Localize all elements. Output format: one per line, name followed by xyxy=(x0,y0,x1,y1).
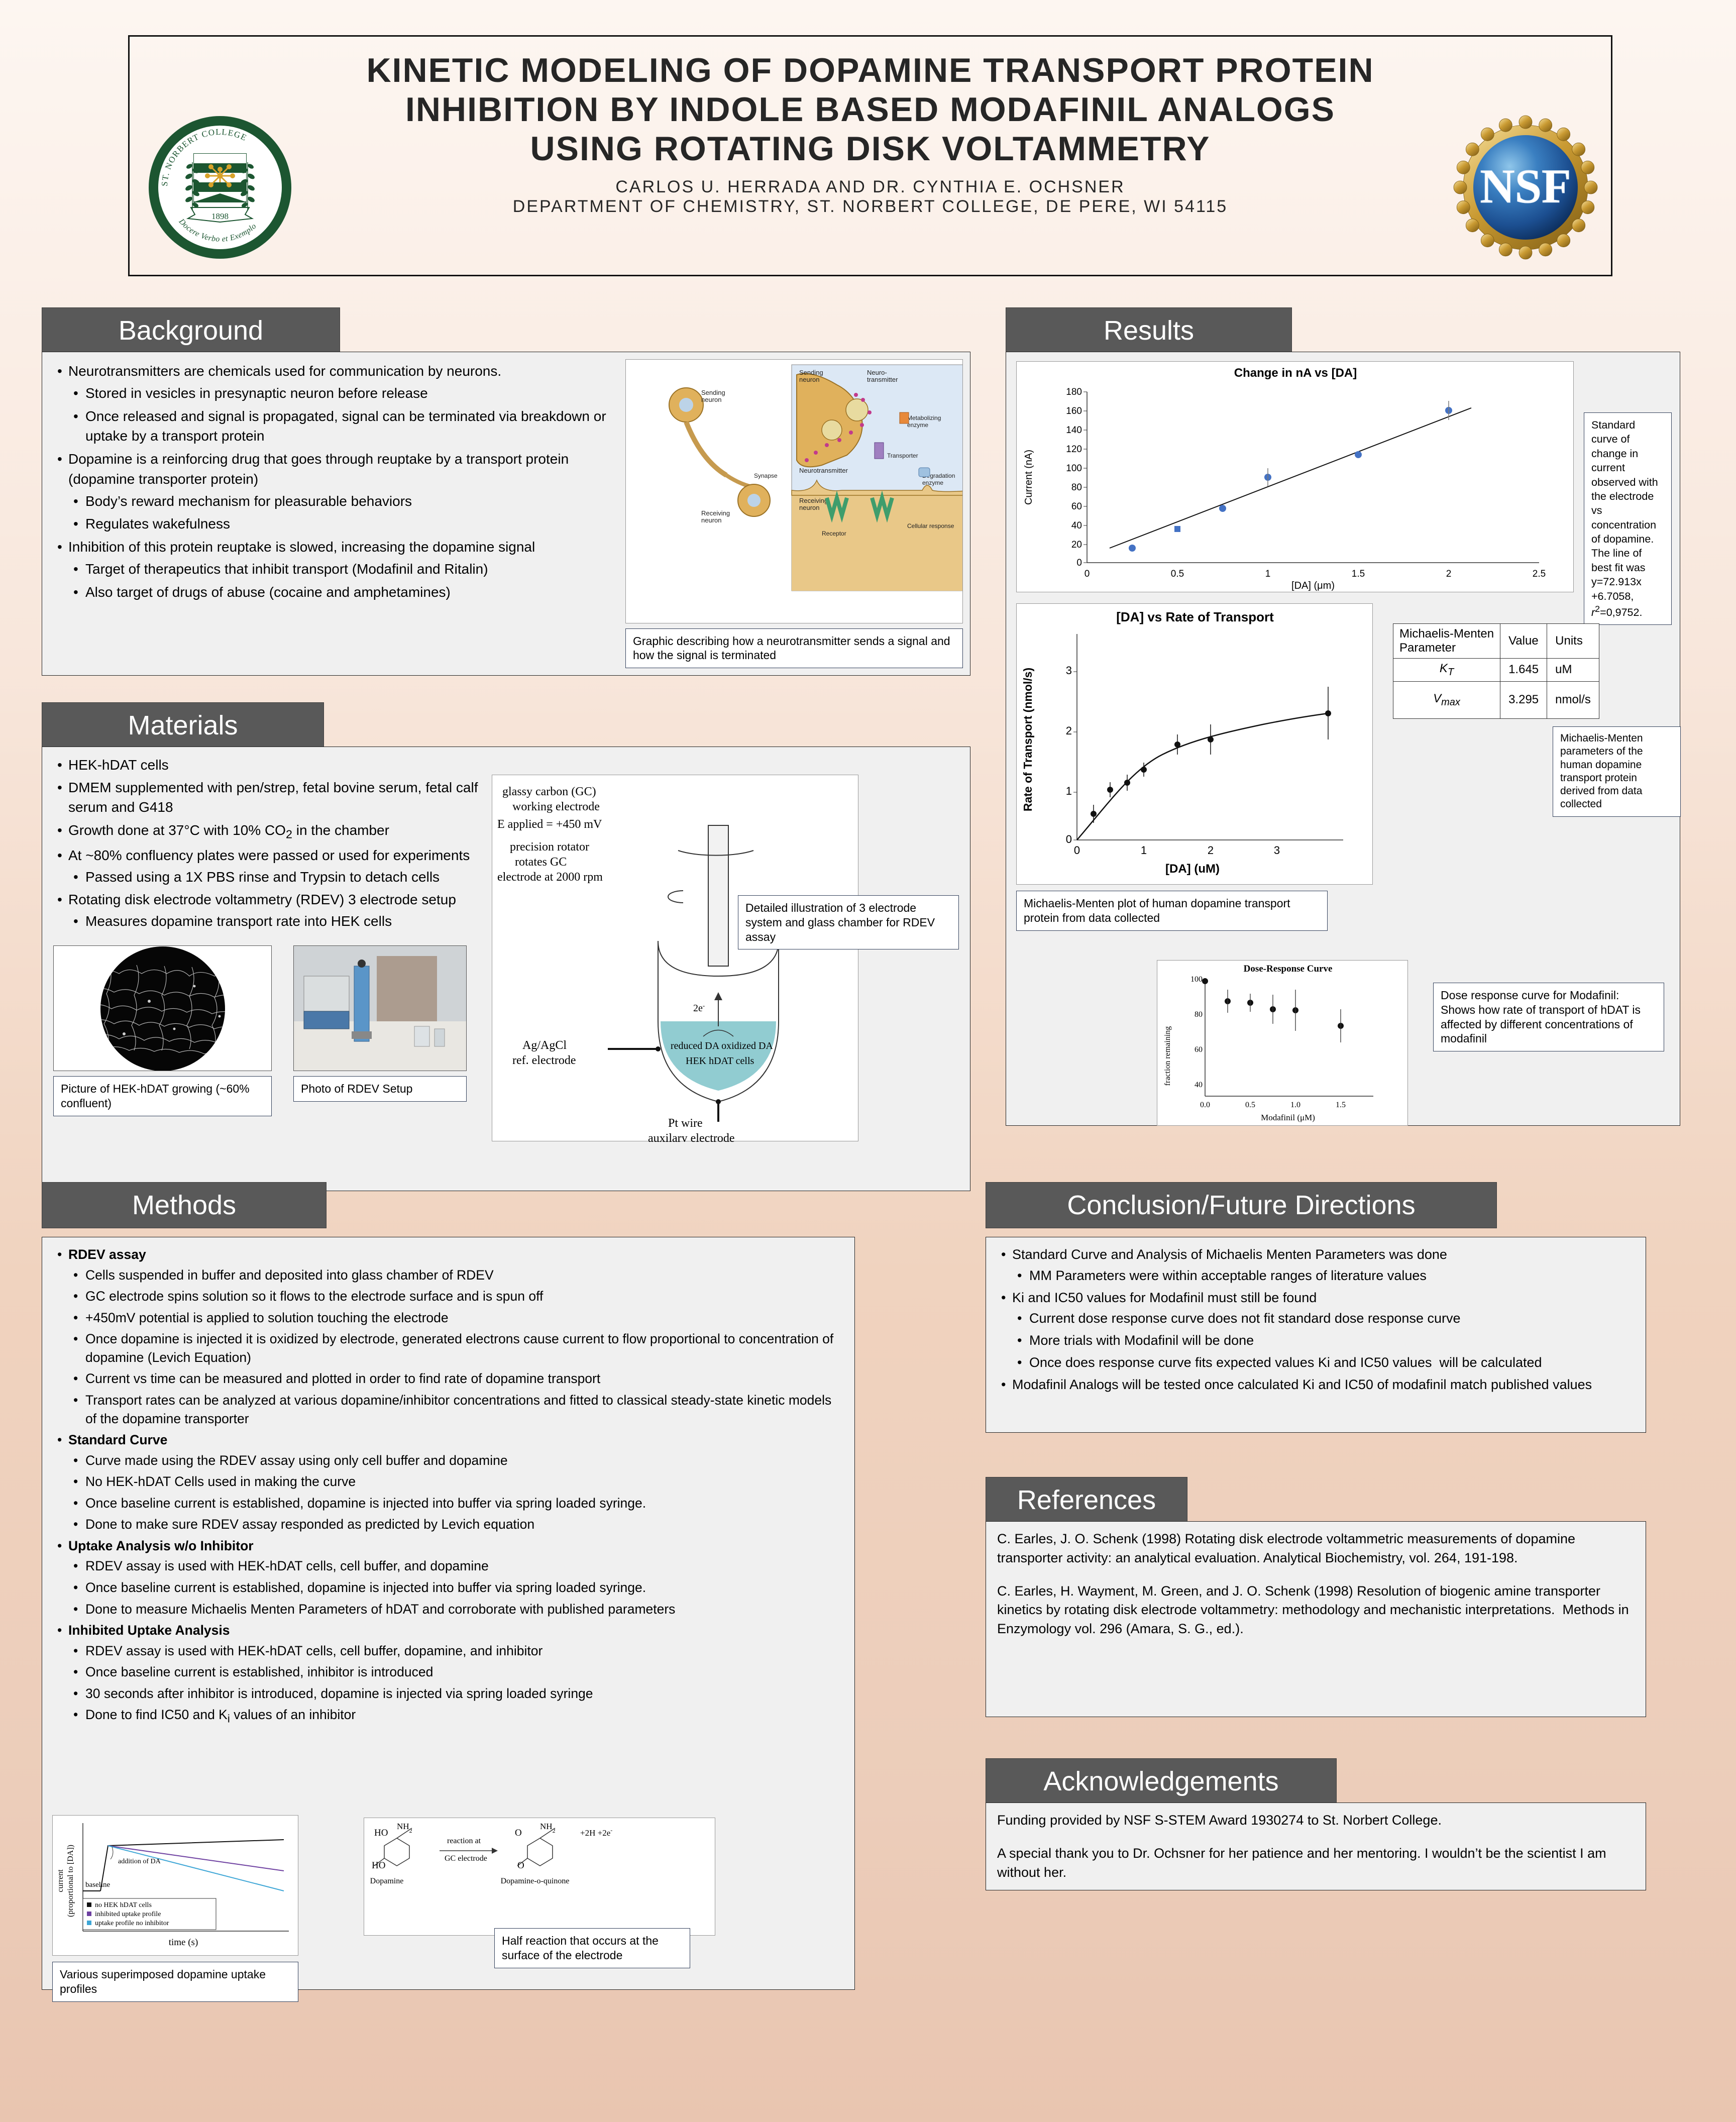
svg-text:1: 1 xyxy=(1141,844,1147,857)
svg-text:HO: HO xyxy=(372,1860,385,1871)
svg-text:80: 80 xyxy=(1071,482,1082,493)
svg-text:reduced DA oxidized DA: reduced DA oxidized DA xyxy=(671,1040,773,1051)
svg-text:2.5: 2.5 xyxy=(1533,569,1546,579)
svg-text:0: 0 xyxy=(1074,844,1080,857)
svg-text:1.5: 1.5 xyxy=(1336,1101,1346,1109)
svg-text:O: O xyxy=(515,1828,522,1838)
svg-text:addition of DA: addition of DA xyxy=(118,1858,161,1865)
svg-text:Sending: Sending xyxy=(799,369,823,376)
svg-text:60: 60 xyxy=(1071,501,1082,512)
svg-text:ref. electrode: ref. electrode xyxy=(512,1054,576,1067)
svg-text:Dopamine: Dopamine xyxy=(370,1877,404,1885)
svg-text:2: 2 xyxy=(1208,844,1214,857)
svg-text:Dopamine-o-quinone: Dopamine-o-quinone xyxy=(501,1877,570,1885)
svg-text:time (s): time (s) xyxy=(169,1937,198,1948)
svg-text:HO: HO xyxy=(374,1828,388,1838)
svg-text:precision rotator: precision rotator xyxy=(510,840,589,854)
svg-text:0.0: 0.0 xyxy=(1200,1101,1210,1109)
svg-text:Receptor: Receptor xyxy=(822,530,846,537)
svg-text:Current (nA): Current (nA) xyxy=(1023,450,1034,505)
svg-text:glassy carbon (GC): glassy carbon (GC) xyxy=(502,785,596,798)
svg-text:GC electrode: GC electrode xyxy=(445,1854,487,1863)
svg-text:0.5: 0.5 xyxy=(1245,1101,1255,1109)
svg-text:120: 120 xyxy=(1066,444,1082,455)
svg-text:enzyme: enzyme xyxy=(907,421,928,429)
svg-text:100: 100 xyxy=(1066,463,1082,474)
svg-text:1.5: 1.5 xyxy=(1352,569,1365,579)
svg-text:inhibited uptake profile: inhibited uptake profile xyxy=(95,1911,161,1918)
svg-text:neuron: neuron xyxy=(799,376,819,383)
svg-text:Synapse: Synapse xyxy=(754,472,778,479)
svg-text:2e-: 2e- xyxy=(693,1002,705,1014)
svg-text:Metabolizing: Metabolizing xyxy=(907,414,941,421)
svg-text:2: 2 xyxy=(1446,569,1452,579)
svg-text:[DA] vs Rate of Transport: [DA] vs Rate of Transport xyxy=(1116,609,1274,624)
svg-text:40: 40 xyxy=(1195,1081,1203,1089)
svg-text:3: 3 xyxy=(1066,664,1072,677)
svg-text:1: 1 xyxy=(1265,569,1271,579)
svg-text:NSF: NSF xyxy=(1480,159,1571,213)
svg-text:NH2: NH2 xyxy=(397,1822,412,1834)
svg-text:Change in nA vs [DA]: Change in nA vs [DA] xyxy=(1234,366,1357,380)
svg-text:uptake profile no inhibitor: uptake profile no inhibitor xyxy=(95,1920,169,1927)
svg-text:Dose-Response Curve: Dose-Response Curve xyxy=(1244,964,1333,974)
svg-text:Cellular response: Cellular response xyxy=(907,522,954,529)
svg-text:Neuro-: Neuro- xyxy=(867,369,887,376)
svg-text:neuron: neuron xyxy=(799,504,819,511)
svg-text:current: current xyxy=(56,1869,65,1892)
svg-text:3: 3 xyxy=(1274,844,1280,857)
svg-text:160: 160 xyxy=(1066,406,1082,416)
svg-text:180: 180 xyxy=(1066,387,1082,397)
svg-text:40: 40 xyxy=(1071,520,1082,531)
svg-text:neuron: neuron xyxy=(701,516,721,524)
svg-text:80: 80 xyxy=(1195,1010,1203,1019)
svg-text:Modafinil (μM): Modafinil (μM) xyxy=(1261,1113,1315,1122)
svg-text:neuron: neuron xyxy=(701,396,721,403)
svg-text:baseline: baseline xyxy=(85,1881,110,1889)
svg-text:1: 1 xyxy=(1066,785,1072,797)
svg-text:working electrode: working electrode xyxy=(512,800,600,813)
svg-text:0: 0 xyxy=(1066,833,1072,845)
svg-text:Receiving: Receiving xyxy=(799,497,828,504)
svg-text:no HEK hDAT cells: no HEK hDAT cells xyxy=(95,1901,152,1909)
svg-text:Neurotransmitter: Neurotransmitter xyxy=(799,467,848,474)
svg-text:100: 100 xyxy=(1190,975,1203,984)
svg-text:2: 2 xyxy=(1066,724,1072,737)
svg-text:1.0: 1.0 xyxy=(1290,1101,1300,1109)
svg-text:0.5: 0.5 xyxy=(1171,569,1184,579)
svg-text:Receiving: Receiving xyxy=(701,509,730,517)
svg-text:Ag/AgCl: Ag/AgCl xyxy=(522,1039,567,1052)
svg-text:HEK hDAT cells: HEK hDAT cells xyxy=(686,1055,754,1067)
svg-text:Rate of Transport (nmol/s): Rate of Transport (nmol/s) xyxy=(1021,668,1034,811)
svg-text:60: 60 xyxy=(1195,1045,1203,1054)
svg-text:20: 20 xyxy=(1071,540,1082,550)
svg-text:Transporter: Transporter xyxy=(887,452,918,459)
svg-text:rotates GC: rotates GC xyxy=(515,856,567,869)
svg-text:electrode at 2000 rpm: electrode at 2000 rpm xyxy=(497,871,603,884)
svg-text:reaction at: reaction at xyxy=(447,1837,481,1845)
svg-text:auxilary electrode: auxilary electrode xyxy=(648,1132,735,1142)
svg-text:fraction remaining: fraction remaining xyxy=(1163,1026,1172,1086)
svg-text:Sending: Sending xyxy=(701,389,725,396)
svg-text:transmitter: transmitter xyxy=(867,376,898,383)
svg-text:[DA] (μm): [DA] (μm) xyxy=(1291,580,1335,591)
svg-text:enzyme: enzyme xyxy=(922,479,943,486)
svg-text:NH2: NH2 xyxy=(540,1822,556,1834)
svg-text:140: 140 xyxy=(1066,425,1082,436)
svg-text:0: 0 xyxy=(1084,569,1090,579)
svg-text:+2H +2e-: +2H +2e- xyxy=(580,1827,612,1838)
svg-text:Pt wire: Pt wire xyxy=(668,1117,703,1130)
svg-text:(proportional to [DA]): (proportional to [DA]) xyxy=(66,1845,75,1917)
svg-text:E applied = +450 mV: E applied = +450 mV xyxy=(497,818,602,831)
svg-text:0: 0 xyxy=(1076,558,1082,568)
svg-text:[DA] (uM): [DA] (uM) xyxy=(1165,862,1220,876)
